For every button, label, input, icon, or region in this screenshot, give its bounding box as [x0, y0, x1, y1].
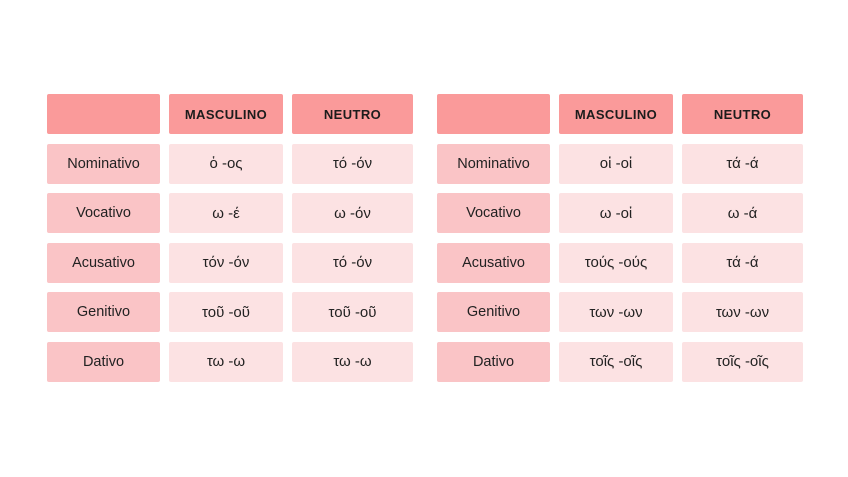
cell-genitivo-masculino: τοῦ -οῦ [169, 292, 283, 332]
column-header-neutro: NEUTRO [292, 94, 413, 134]
case-label-genitivo: Genitivo [437, 292, 550, 332]
cell-acusativo-neutro: τά -ά [682, 242, 803, 283]
case-label-vocativo: Vocativo [47, 193, 160, 233]
case-label-dativo: Dativo [47, 341, 160, 382]
cell-genitivo-neutro: τοῦ -οῦ [292, 292, 413, 332]
case-label-acusativo: Acusativo [47, 242, 160, 283]
case-label-dativo: Dativo [437, 341, 550, 382]
case-label-genitivo: Genitivo [47, 292, 160, 332]
cell-acusativo-masculino: τούς -ούς [559, 242, 673, 283]
column-header-masculino: MASCULINO [559, 94, 673, 134]
cell-dativo-masculino: τοῖς -οῖς [559, 341, 673, 382]
cell-nominativo-neutro: τά -ά [682, 143, 803, 184]
declension-table-plural: MASCULINO NEUTRO Nominativo οἱ -οἱ τά -ά… [437, 94, 803, 382]
cell-nominativo-masculino: ὁ -ος [169, 143, 283, 184]
case-label-nominativo: Nominativo [437, 143, 550, 184]
case-label-vocativo: Vocativo [437, 193, 550, 233]
cell-dativo-masculino: τω -ω [169, 341, 283, 382]
corner-header-cell [47, 94, 160, 134]
cell-dativo-neutro: τοῖς -οῖς [682, 341, 803, 382]
case-label-acusativo: Acusativo [437, 242, 550, 283]
cell-genitivo-neutro: των -ων [682, 292, 803, 332]
cell-nominativo-neutro: τό -όν [292, 143, 413, 184]
column-header-masculino: MASCULINO [169, 94, 283, 134]
case-label-nominativo: Nominativo [47, 143, 160, 184]
cell-nominativo-masculino: οἱ -οἱ [559, 143, 673, 184]
cell-vocativo-neutro: ω -ά [682, 193, 803, 233]
corner-header-cell [437, 94, 550, 134]
cell-vocativo-masculino: ω -έ [169, 193, 283, 233]
cell-vocativo-masculino: ω -οἱ [559, 193, 673, 233]
declension-table-singular: MASCULINO NEUTRO Nominativo ὁ -ος τό -όν… [47, 94, 413, 382]
cell-acusativo-masculino: τόν -όν [169, 242, 283, 283]
cell-acusativo-neutro: τό -όν [292, 242, 413, 283]
column-header-neutro: NEUTRO [682, 94, 803, 134]
cell-genitivo-masculino: των -ων [559, 292, 673, 332]
cell-vocativo-neutro: ω -όν [292, 193, 413, 233]
cell-dativo-neutro: τω -ω [292, 341, 413, 382]
